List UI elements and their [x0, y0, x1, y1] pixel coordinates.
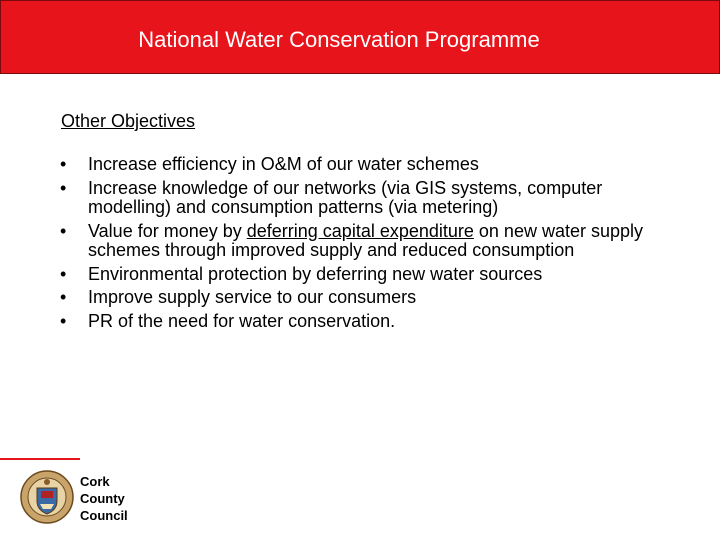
org-line: Cork	[80, 474, 110, 489]
list-item: • Improve supply service to our consumer…	[60, 287, 660, 308]
footer-divider	[0, 458, 80, 460]
list-item-text: Improve supply service to our consumers	[88, 287, 417, 307]
list-item: • Increase knowledge of our networks (vi…	[60, 177, 660, 218]
list-item-text-start: Value for money by	[88, 220, 247, 241]
list-item: • Value for money by deferring capital e…	[60, 220, 660, 261]
organization-name: Cork County Council	[80, 473, 128, 524]
list-item-text: PR of the need for water conservation.	[88, 310, 396, 331]
header-bar: National Water Conservation Programme	[0, 0, 720, 74]
bullet-icon: •	[60, 310, 67, 331]
slide-title: National Water Conservation Programme	[138, 27, 540, 52]
objectives-list: • Increase efficiency in O&M of our wate…	[60, 154, 660, 335]
county-crest-icon	[20, 470, 74, 524]
list-item-text: Increase efficiency in O&M of our water …	[88, 154, 479, 174]
bullet-icon: •	[60, 220, 67, 241]
list-item-text-end: on new water supply schemes through impr…	[88, 220, 643, 260]
list-item-text: Environmental protection by deferring ne…	[88, 263, 543, 284]
bullet-icon: •	[60, 177, 67, 198]
bullet-icon: •	[60, 263, 67, 284]
list-item: • Increase efficiency in O&M of our wate…	[60, 154, 660, 175]
section-heading: Other Objectives	[61, 111, 196, 131]
underlined-phrase: deferring capital expenditure	[246, 220, 474, 241]
list-item-text: Increase knowledge of our networks (via …	[88, 177, 603, 217]
bullet-icon: •	[60, 287, 67, 307]
org-line: County	[80, 491, 125, 506]
org-line: Council	[80, 508, 128, 523]
list-item: • PR of the need for water conservation.	[60, 310, 660, 332]
bullet-icon: •	[60, 154, 67, 174]
list-item: • Environmental protection by deferring …	[60, 263, 660, 285]
